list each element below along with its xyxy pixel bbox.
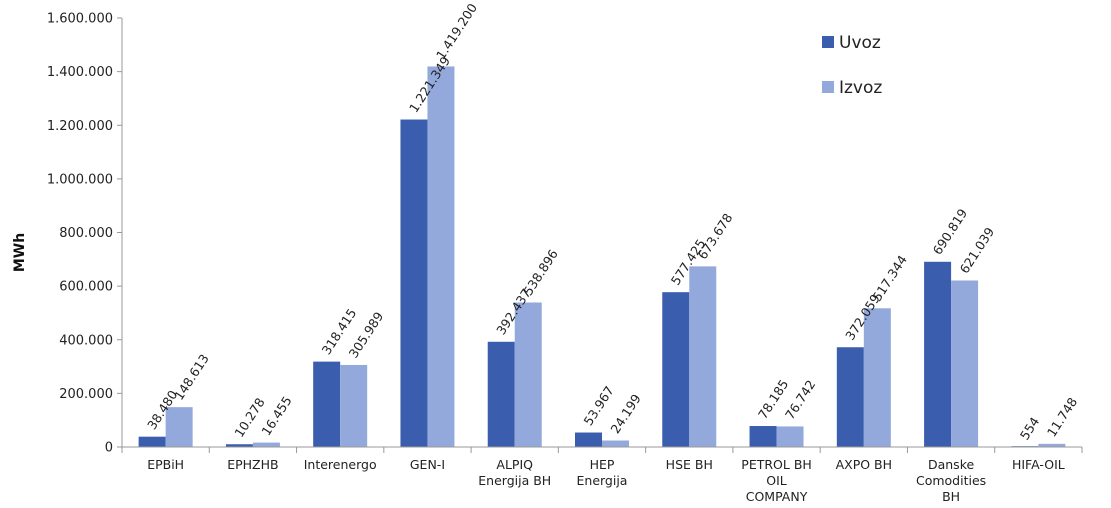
legend-label-izvoz: Izvoz — [839, 78, 882, 98]
y-tick-label: 1.200.000 — [47, 119, 113, 134]
bar-uvoz — [662, 292, 690, 447]
bar-izvoz — [863, 308, 891, 447]
bar-izvoz — [340, 364, 368, 447]
legend-swatch-izvoz — [822, 81, 834, 93]
y-tick-label: 800.000 — [59, 226, 113, 241]
data-label: 11.748 — [1044, 395, 1080, 440]
x-tick-label-line: Energija BH — [478, 473, 551, 488]
data-label: 690.819 — [930, 206, 971, 258]
x-tick-label: Interenergo — [304, 457, 377, 472]
x-tick-label: HIFA-OIL — [1012, 457, 1065, 472]
x-tick-label-line: HSE BH — [666, 457, 713, 472]
y-tick-label: 400.000 — [59, 333, 113, 348]
x-tick-label-line: Interenergo — [304, 457, 377, 472]
data-label: 554 — [1017, 414, 1043, 442]
bar-uvoz — [138, 436, 166, 447]
x-tick-label: Danske Comodities BH — [916, 457, 986, 504]
bar-uvoz — [575, 432, 602, 447]
x-tick-label-line: ALPIQ — [496, 457, 533, 472]
bar-izvoz — [602, 440, 629, 447]
x-tick-label: EPHZHB — [227, 457, 278, 472]
data-label: 538.896 — [520, 247, 561, 299]
bar-uvoz — [924, 261, 952, 447]
x-tick-label-line: BH — [942, 489, 960, 504]
x-tick-label-line: EPHZHB — [227, 457, 278, 472]
bar-izvoz — [776, 426, 804, 447]
bar-izvoz — [1038, 443, 1066, 447]
x-tick-label-line: HEP — [590, 457, 615, 472]
data-label: 16.455 — [258, 393, 294, 438]
bar-izvoz — [514, 302, 542, 447]
data-label: 517.344 — [869, 252, 910, 304]
x-tick-label-line: GEN-I — [410, 457, 445, 472]
bar-uvoz — [313, 361, 341, 447]
y-axis: 0 200.000 400.000 600.000 800.000 1.000.000 1.… — [47, 12, 123, 456]
x-axis: EPBiH EPHZHB Interenergo GEN-I ALPIQ Energija… — [121, 446, 1083, 504]
x-tick-label: HEP Energija — [577, 457, 628, 488]
x-tick-label-line: PETROL BH — [741, 457, 812, 472]
y-axis-label: MWh — [12, 233, 28, 272]
x-tick-label: HSE BH — [666, 457, 713, 472]
bars — [138, 66, 1066, 448]
x-tick-label: PETROL BH OIL COMPANY — [741, 457, 812, 504]
y-tick-label: 1.000.000 — [47, 172, 113, 187]
bar-izvoz — [427, 66, 455, 448]
data-label: 673.678 — [695, 210, 736, 262]
legend-swatch-uvoz — [822, 36, 834, 48]
y-tick-label: 1.400.000 — [47, 65, 113, 80]
y-tick-label: 1.600.000 — [47, 12, 113, 27]
x-tick-label-line: COMPANY — [746, 489, 808, 504]
x-tick-label: EPBiH — [147, 457, 184, 472]
x-tick-label: AXPO BH — [836, 457, 892, 472]
bar-uvoz — [400, 119, 428, 447]
bar-izvoz — [165, 407, 193, 447]
bar-izvoz — [689, 266, 717, 447]
x-tick-label: GEN-I — [410, 457, 445, 472]
data-label: 1.419.200 — [433, 1, 480, 63]
x-tick-label-line: EPBiH — [147, 457, 184, 472]
bar-izvoz — [252, 442, 280, 447]
x-tick-label-line: AXPO BH — [836, 457, 892, 472]
bar-izvoz — [951, 280, 979, 447]
x-tick-label-line: Comodities — [916, 473, 986, 488]
legend: Uvoz Izvoz — [822, 33, 882, 98]
data-label: 621.039 — [957, 225, 998, 277]
y-tick-label: 600.000 — [59, 280, 113, 295]
y-tick-label: 200.000 — [59, 387, 113, 402]
y-tick-label: 0 — [105, 441, 113, 456]
legend-label-uvoz: Uvoz — [839, 33, 881, 53]
bar-uvoz — [836, 347, 864, 447]
x-tick-label-line: Energija — [577, 473, 628, 488]
data-label: 148.613 — [171, 351, 212, 403]
x-tick-label-line: OIL — [766, 473, 787, 488]
x-tick-label-line: Danske — [928, 457, 975, 472]
data-label: 24.199 — [607, 391, 643, 436]
bar-uvoz — [225, 444, 253, 447]
x-tick-label-line: HIFA-OIL — [1012, 457, 1065, 472]
x-tick-label: ALPIQ Energija BH — [478, 457, 551, 488]
bar-uvoz — [749, 426, 777, 447]
bar-uvoz — [487, 341, 515, 447]
